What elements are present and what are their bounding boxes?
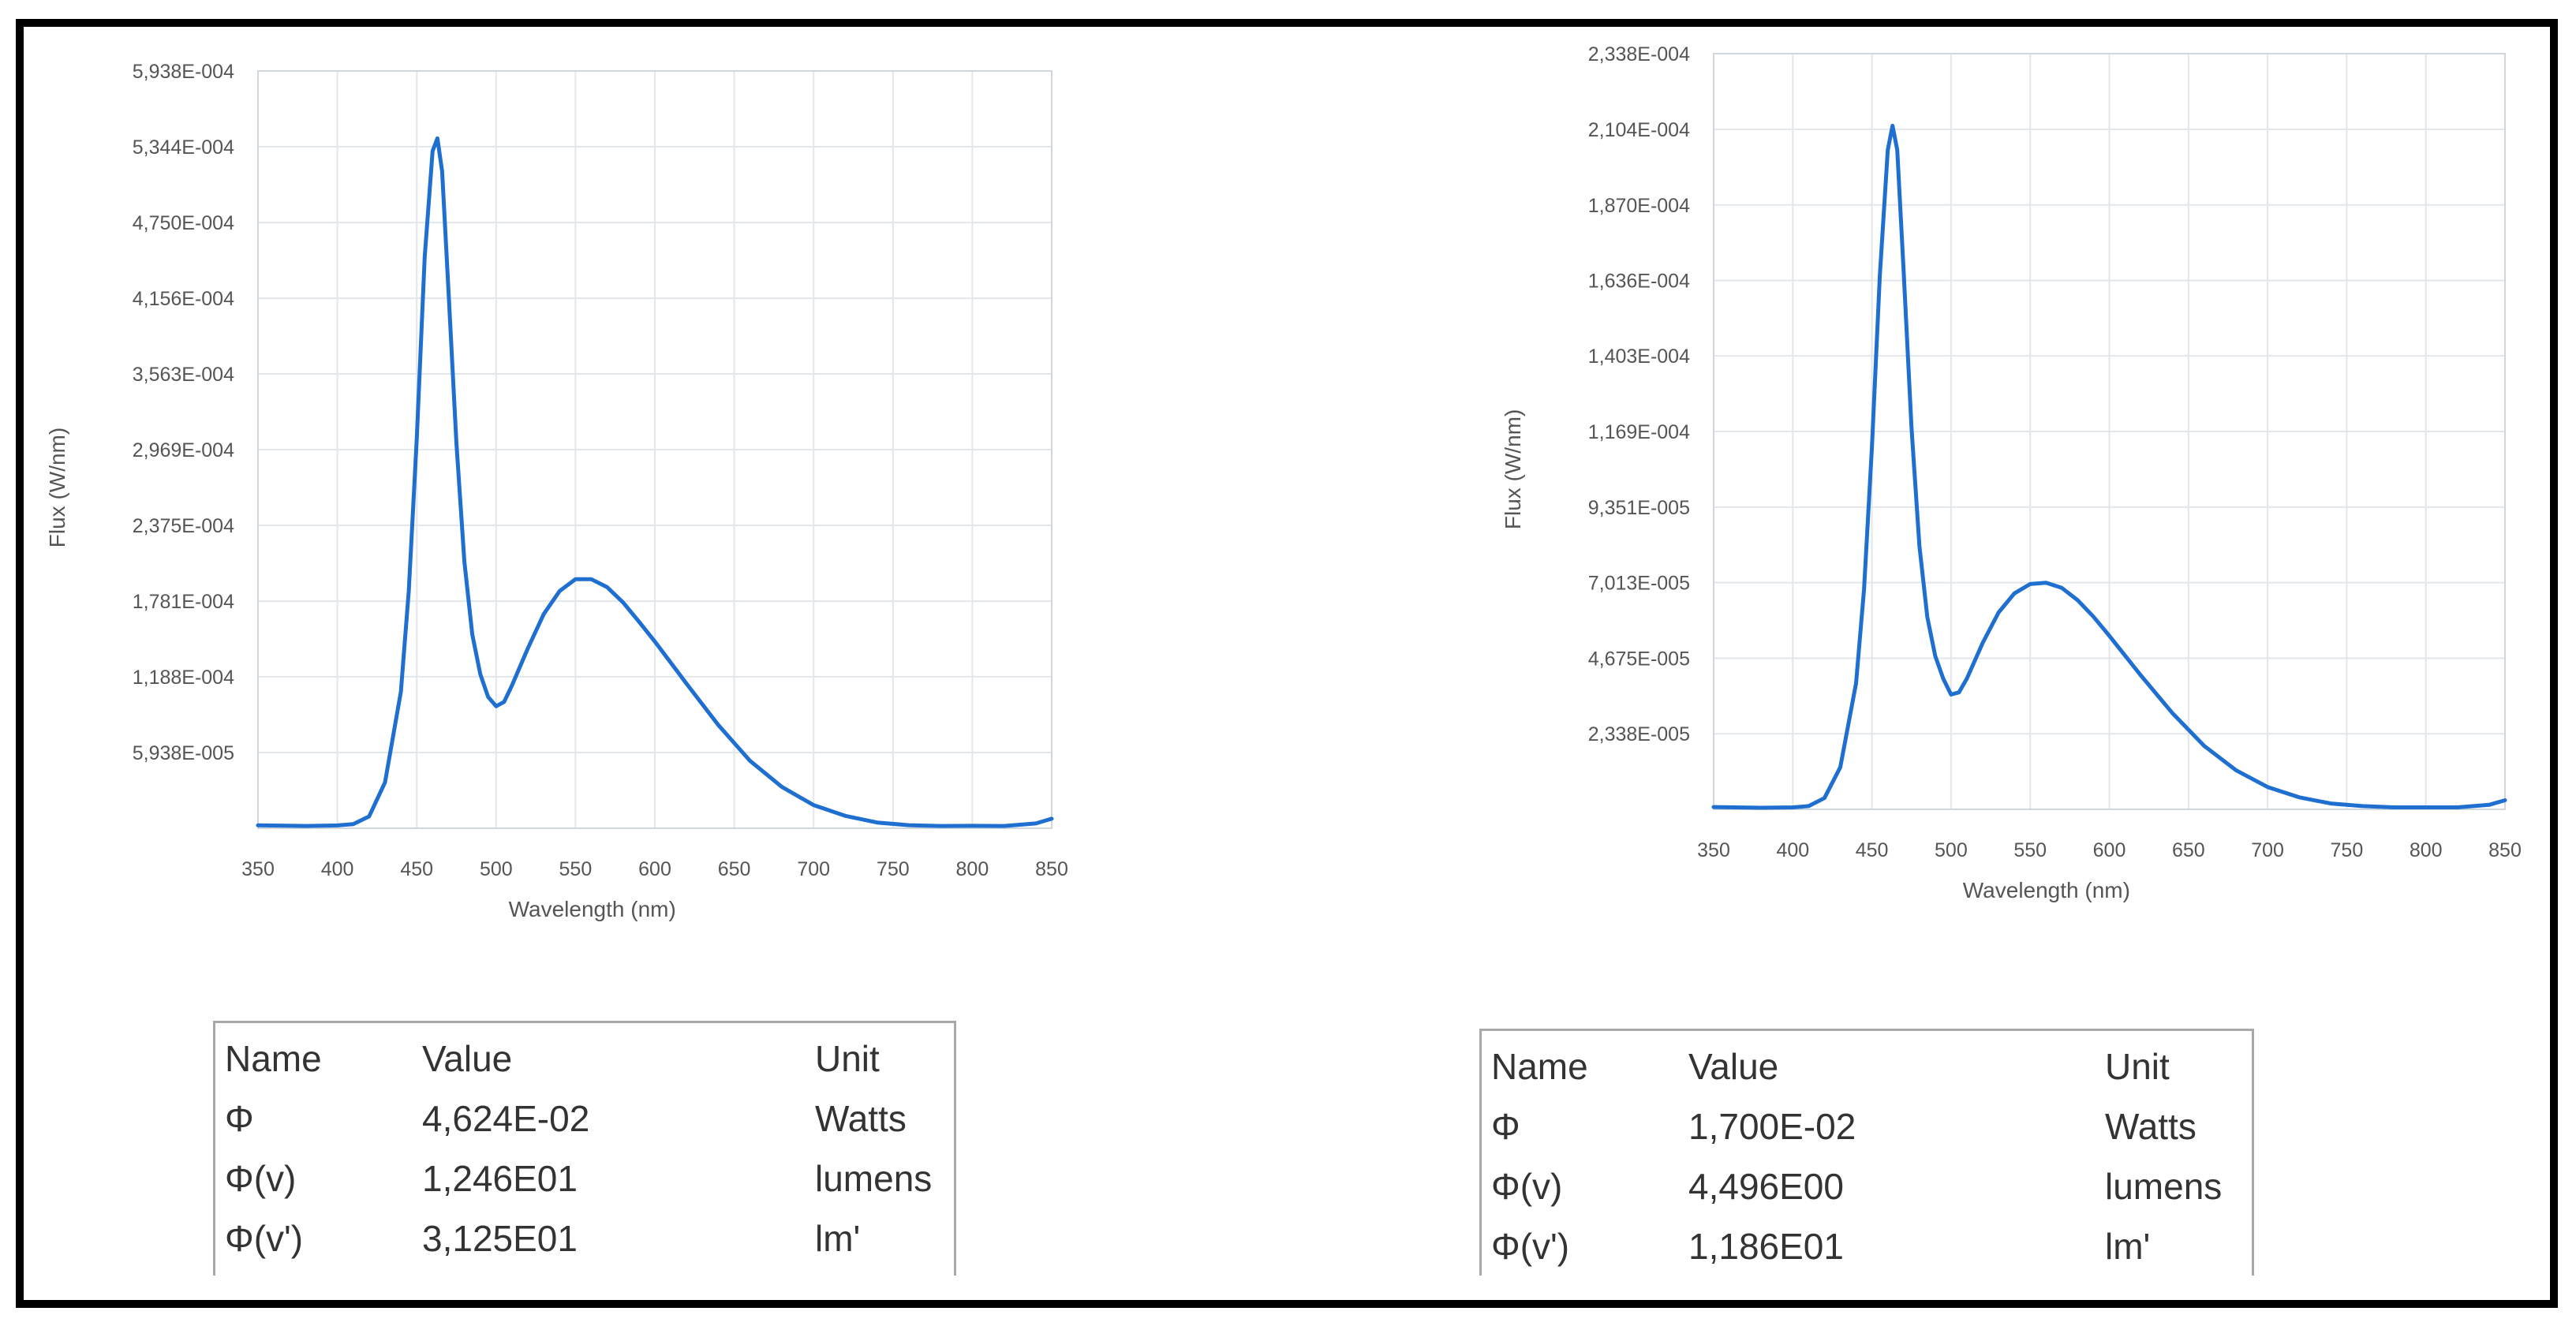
y-tick-label: 2,338E-004 [1588, 43, 1690, 65]
y-tick-label: 5,344E-004 [133, 136, 234, 159]
x-axis-title: Wavelength (nm) [1963, 878, 2130, 902]
x-tick-label: 350 [1697, 839, 1730, 861]
header-unit: Unit [815, 1038, 880, 1079]
y-axis-title: Flux (W/nm) [45, 428, 69, 547]
x-tick-label: 400 [1776, 839, 1809, 861]
result-name: Φ(v') [225, 1218, 304, 1259]
result-name: Φ [1491, 1106, 1520, 1147]
result-unit: lm' [2105, 1226, 2151, 1267]
outer-frame [16, 19, 2558, 1308]
x-tick-label: 650 [2172, 839, 2205, 861]
result-value: 1,186E01 [1688, 1226, 1844, 1267]
header-value: Value [1688, 1046, 1779, 1087]
results-header-row: Name Value Unit [1482, 1045, 2252, 1104]
y-tick-label: 2,104E-004 [1588, 119, 1690, 141]
result-value: 3,125E01 [422, 1218, 578, 1259]
y-tick-label: 7,013E-005 [1588, 573, 1690, 595]
y-tick-label: 1,403E-004 [1588, 346, 1690, 368]
results-row: Φ(v) 4,496E00 lumens [1482, 1165, 2252, 1223]
result-value: 4,624E-02 [422, 1098, 590, 1139]
x-tick-label: 800 [2410, 839, 2443, 861]
results-row: Φ(v') 3,125E01 lm' [215, 1217, 954, 1276]
x-axis-title: Wavelength (nm) [509, 897, 676, 921]
header-name: Name [225, 1038, 322, 1079]
x-tick-label: 700 [797, 858, 830, 880]
plot-border [257, 70, 1052, 829]
result-name: Φ(v') [1491, 1226, 1570, 1267]
result-value: 1,700E-02 [1688, 1106, 1856, 1147]
result-value: 4,496E00 [1688, 1166, 1844, 1207]
result-name: Φ(v) [225, 1158, 297, 1199]
results-table-left: Name Value Unit Φ 4,624E-02 Watts Φ(v) 1… [213, 1021, 956, 1276]
y-tick-label: 3,563E-004 [133, 364, 234, 386]
y-axis-title: Flux (W/nm) [1501, 409, 1525, 529]
result-unit: lumens [2105, 1166, 2223, 1207]
x-tick-label: 750 [877, 858, 910, 880]
y-tick-label: 4,750E-004 [133, 212, 234, 234]
x-tick-label: 850 [1035, 858, 1068, 880]
result-unit: lm' [815, 1218, 861, 1259]
x-tick-label: 550 [559, 858, 593, 880]
y-tick-label: 2,375E-004 [133, 515, 234, 537]
results-row: Φ(v') 1,186E01 lm' [1482, 1225, 2252, 1283]
x-tick-label: 500 [1935, 839, 1968, 861]
x-tick-label: 800 [956, 858, 989, 880]
result-unit: Watts [815, 1098, 907, 1139]
plot-border [1713, 53, 2506, 810]
results-table-right: Name Value Unit Φ 1,700E-02 Watts Φ(v) 4… [1479, 1029, 2254, 1276]
x-tick-label: 850 [2488, 839, 2522, 861]
y-tick-label: 2,969E-004 [133, 439, 234, 461]
x-tick-label: 750 [2331, 839, 2364, 861]
results-row: Φ(v) 1,246E01 lumens [215, 1157, 954, 1216]
flux-spectrum-line [256, 136, 1054, 828]
x-tick-label: 650 [718, 858, 751, 880]
y-tick-label: 1,870E-004 [1588, 195, 1690, 217]
header-name: Name [1491, 1046, 1588, 1087]
result-unit: lumens [815, 1158, 933, 1199]
header-value: Value [422, 1038, 513, 1079]
spectrum-chart-right: 350 400 450 500 550 600 650 700 750 800 850 2,338E-… [1501, 43, 2522, 902]
result-name: Φ [225, 1098, 254, 1139]
y-tick-label: 4,156E-004 [133, 288, 234, 310]
x-tick-label: 600 [638, 858, 671, 880]
y-tick-label: 2,338E-005 [1588, 723, 1690, 745]
x-tick-label: 700 [2251, 839, 2284, 861]
x-tick-label: 450 [1856, 839, 1889, 861]
result-unit: Watts [2105, 1106, 2197, 1147]
y-tick-label: 1,636E-004 [1588, 271, 1690, 293]
x-tick-label: 500 [480, 858, 513, 880]
x-tick-label: 600 [2093, 839, 2126, 861]
y-tick-label: 1,781E-004 [133, 591, 234, 613]
x-tick-label: 400 [321, 858, 354, 880]
y-tick-label: 9,351E-005 [1588, 497, 1690, 519]
result-value: 1,246E01 [422, 1158, 578, 1199]
header-unit: Unit [2105, 1046, 2170, 1087]
x-tick-label: 350 [241, 858, 275, 880]
y-tick-label: 1,188E-004 [133, 667, 234, 689]
x-tick-label: 550 [2013, 839, 2047, 861]
y-tick-label: 4,675E-005 [1588, 648, 1690, 670]
y-tick-label: 5,938E-004 [133, 61, 234, 83]
results-header-row: Name Value Unit [215, 1037, 954, 1096]
results-row: Φ 1,700E-02 Watts [1482, 1105, 2252, 1164]
x-tick-label: 450 [400, 858, 433, 880]
result-name: Φ(v) [1491, 1166, 1563, 1207]
flux-spectrum-line [1711, 123, 2507, 810]
results-row: Φ 4,624E-02 Watts [215, 1097, 954, 1156]
y-tick-label: 1,169E-004 [1588, 421, 1690, 443]
spectrum-chart-left: 350 400 450 500 550 600 650 700 750 800 850 5,938E-… [45, 61, 1068, 921]
y-tick-label: 5,938E-005 [133, 742, 234, 764]
